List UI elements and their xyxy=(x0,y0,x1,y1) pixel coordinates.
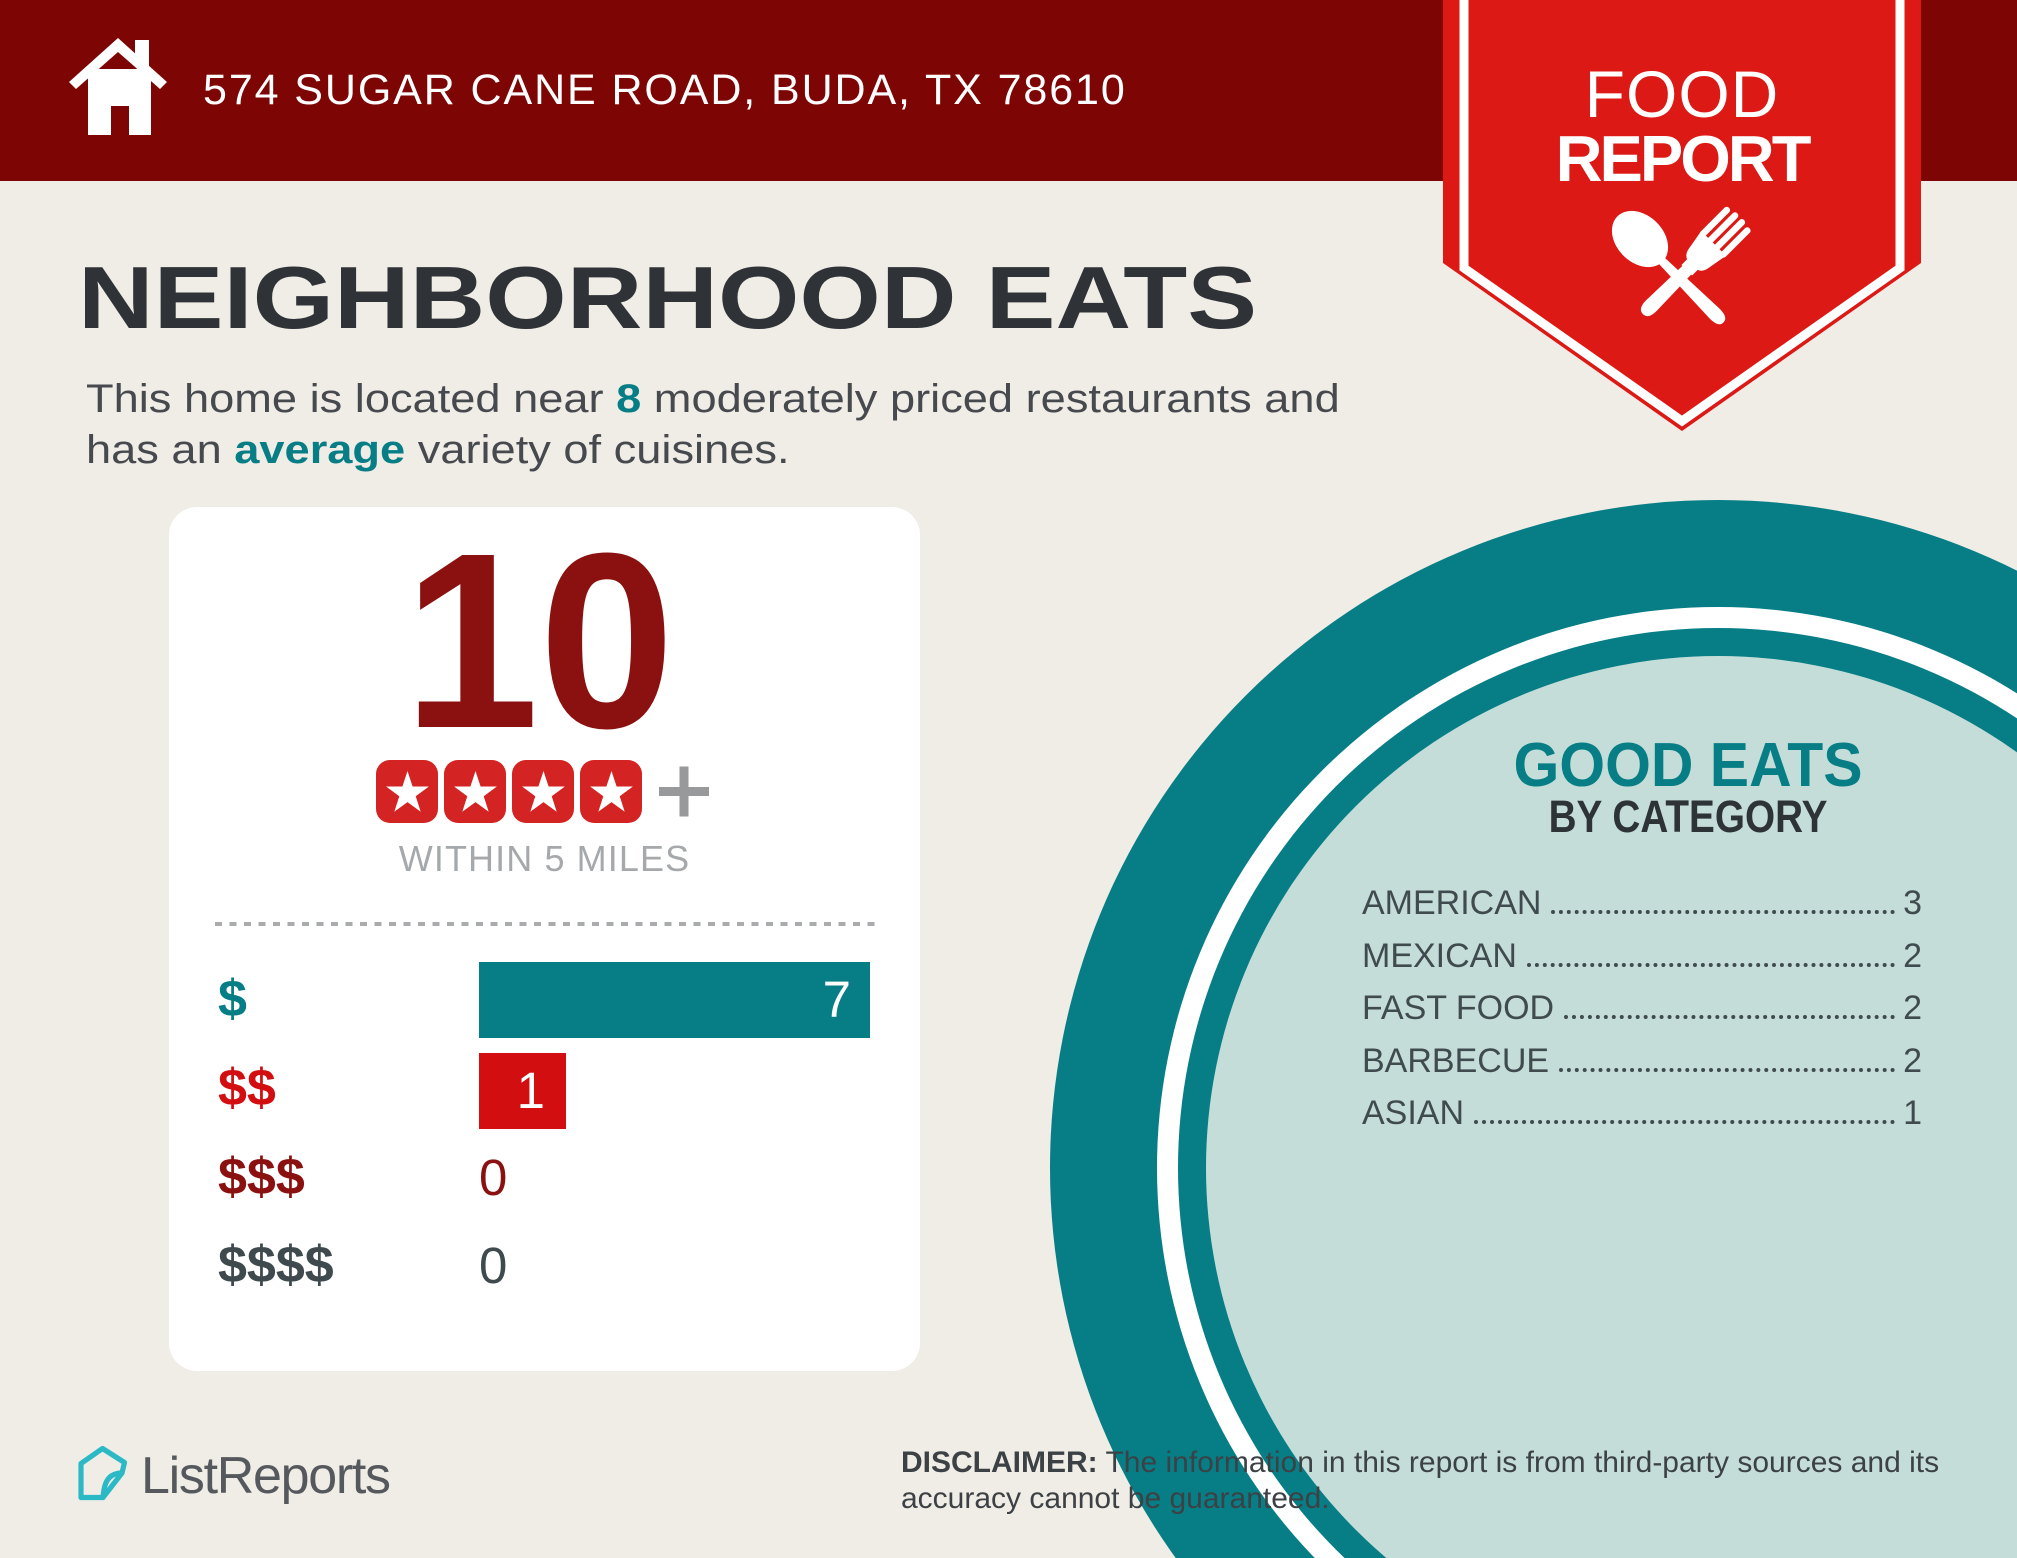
svg-text:FOOD: FOOD xyxy=(1585,57,1780,131)
svg-text:REPORT: REPORT xyxy=(1556,122,1811,195)
